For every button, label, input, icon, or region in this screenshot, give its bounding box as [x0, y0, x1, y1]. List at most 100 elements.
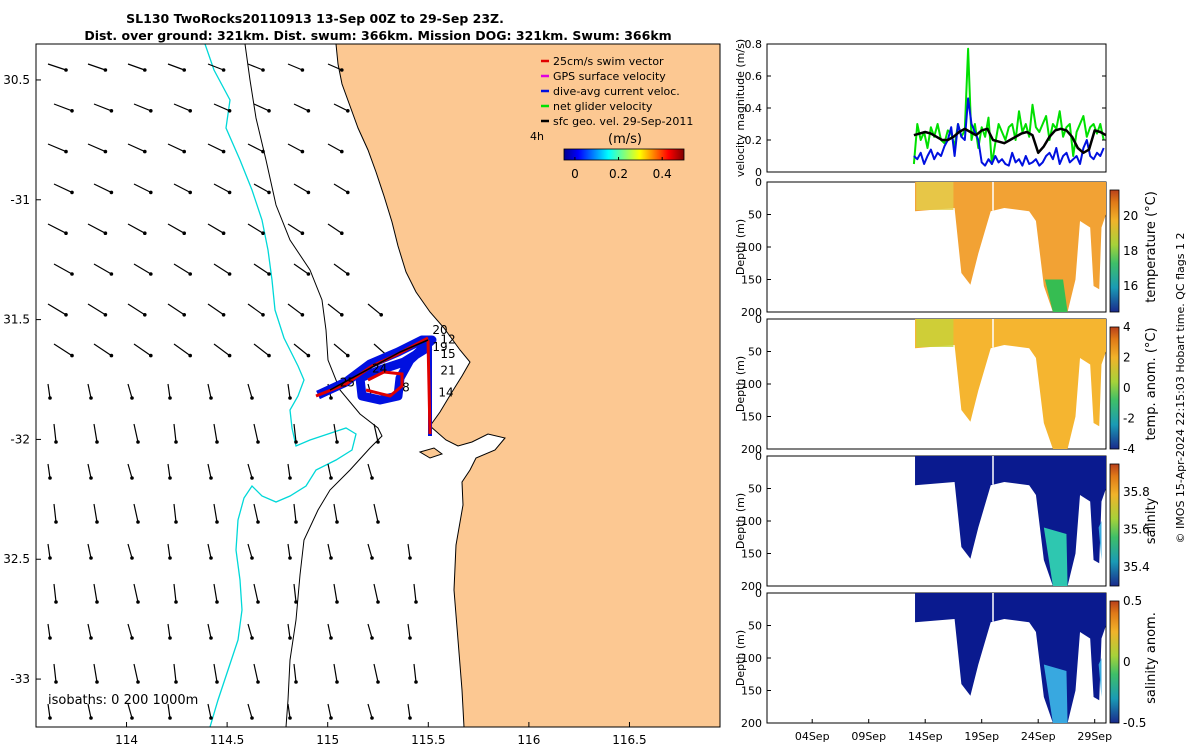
- geo-vector-head: [294, 680, 298, 684]
- geo-vector-arrow: [213, 183, 230, 193]
- geo-vector-head: [95, 520, 99, 524]
- geo-vector-head: [188, 272, 192, 276]
- day-label: 24: [372, 361, 387, 375]
- geo-vector-arrow: [53, 663, 57, 683]
- geo-vector-head: [103, 68, 108, 72]
- velocity-series: [912, 47, 1107, 167]
- temp-anomaly-y-tick-label: 0: [755, 313, 762, 326]
- geo-vector-head: [288, 476, 292, 480]
- salinity-y-tick-label: 0: [755, 450, 762, 463]
- geo-vector-arrow: [93, 503, 98, 523]
- geo-vector-head: [335, 680, 339, 684]
- geo-vector-arrow: [167, 63, 185, 71]
- geo-vector-head: [256, 440, 260, 444]
- salinity-panel: 0 50 100 150 200 Depth (m) 35.8 35.6 35.4 salinit…: [734, 450, 1159, 593]
- geo-vector-head: [70, 109, 74, 113]
- temp-anomaly-colorbar-label: -4: [1123, 442, 1135, 456]
- salinity-anomaly-deep-salty: [1043, 664, 1068, 723]
- map-y-tick-label: 30.5: [3, 73, 30, 87]
- geo-vector-head: [250, 476, 254, 480]
- geo-vector-arrow: [133, 503, 139, 523]
- geo-vector-arrow: [333, 103, 349, 112]
- geo-vector-arrow: [87, 143, 106, 153]
- geo-vector-arrow: [287, 223, 303, 234]
- velocity-y-ticks: 0 0.2 0.4 0.6 0.8: [745, 38, 1106, 179]
- geo-vector-arrow: [247, 543, 253, 559]
- geo-vector-head: [168, 556, 172, 560]
- geo-vector-arrow: [167, 463, 171, 479]
- salinity-colorbar-gradient: [1109, 463, 1120, 587]
- geo-vector-head: [54, 600, 58, 604]
- geo-vector-arrow: [127, 623, 133, 639]
- geo-vector-head: [89, 636, 93, 640]
- geo-vector-head: [329, 396, 333, 400]
- geo-vector-head: [408, 556, 412, 560]
- salinity-y-tick-label: 150: [741, 548, 762, 561]
- salinity-clabel: salinity: [1144, 497, 1159, 544]
- day-label: 14: [438, 385, 453, 399]
- geo-vector-arrow: [213, 503, 218, 523]
- salinity-anomaly-y-tick-label: 150: [741, 685, 762, 698]
- map-x-tick-label: 116.5: [612, 733, 646, 747]
- geo-vector-arrow: [127, 703, 133, 719]
- temp-anomaly-colorbar: 4 2 0 -2 -4 temp. anom. (°C): [1109, 320, 1159, 456]
- temp-anomaly-colorbar-label: -2: [1123, 412, 1135, 426]
- geo-vector-arrow: [207, 383, 212, 399]
- geo-vector-arrow: [47, 143, 67, 153]
- salinity-anomaly-colorbar: 0.5 0 -0.5 salinity anom.: [1109, 594, 1159, 730]
- geo-vector-arrow: [47, 543, 51, 559]
- geo-vector-head: [215, 680, 219, 684]
- geo-vector-arrow: [213, 423, 218, 443]
- geo-vector-arrow: [127, 143, 146, 153]
- temp-anomaly-y-tick-label: 100: [741, 378, 762, 391]
- geo-vector-arrow: [173, 343, 191, 357]
- geo-vector-head: [256, 600, 260, 604]
- temperature-colorbar-label: 18: [1123, 244, 1138, 258]
- geo-vector-head: [215, 600, 219, 604]
- legend-label: GPS surface velocity: [553, 70, 666, 83]
- geo-vector-arrow: [93, 183, 112, 193]
- day-label: 15: [440, 347, 455, 361]
- geo-vector-arrow: [333, 583, 338, 603]
- geo-vector-arrow: [367, 303, 382, 316]
- geo-vector-arrow: [133, 423, 139, 443]
- geo-vector-arrow: [167, 383, 171, 399]
- geo-vector-head: [329, 716, 333, 720]
- salinity-anomaly-y-tick-label: 0: [755, 587, 762, 600]
- geo-vector-arrow: [327, 703, 332, 719]
- geo-vector-arrow: [327, 223, 343, 234]
- geo-vector-head: [376, 680, 380, 684]
- geo-vector-arrow: [53, 263, 73, 275]
- geo-vector-arrow: [133, 263, 152, 275]
- geo-vector-arrow: [93, 103, 112, 112]
- geo-vector-head: [109, 190, 114, 195]
- geo-vector-head: [143, 149, 147, 154]
- geo-vector-head: [70, 353, 74, 358]
- geo-vector-arrow: [133, 103, 152, 112]
- map-y-tick-label: -31: [10, 193, 30, 207]
- geo-vector-arrow: [127, 303, 146, 316]
- velocity-axes: [766, 43, 1107, 173]
- map-y-tick-label: 32.5: [3, 552, 30, 566]
- geo-vector-head: [300, 313, 305, 317]
- geo-vector-arrow: [287, 703, 291, 719]
- geo-vector-arrow: [93, 343, 112, 357]
- geo-vector-arrow: [253, 343, 270, 357]
- geo-vector-head: [267, 353, 271, 358]
- geo-vector-head: [149, 353, 153, 358]
- geo-vector-arrow: [293, 423, 297, 443]
- salinity-anomaly-colorbar-label: -0.5: [1123, 716, 1146, 730]
- geo-vector-arrow: [293, 503, 297, 523]
- geo-vector-arrow: [133, 663, 139, 683]
- geo-vector-arrow: [253, 583, 259, 603]
- geo-vector-arrow: [253, 663, 259, 683]
- geo-vector-head: [408, 716, 412, 720]
- geo-vector-head: [143, 68, 147, 72]
- geo-vector-head: [300, 68, 305, 72]
- geo-vector-arrow: [247, 623, 253, 639]
- map-x-tick-label: 116: [517, 733, 540, 747]
- geo-vector-arrow: [53, 343, 73, 357]
- map-x-tick-label: 114: [115, 733, 138, 747]
- colorbar-tick-label: 0.2: [609, 167, 628, 181]
